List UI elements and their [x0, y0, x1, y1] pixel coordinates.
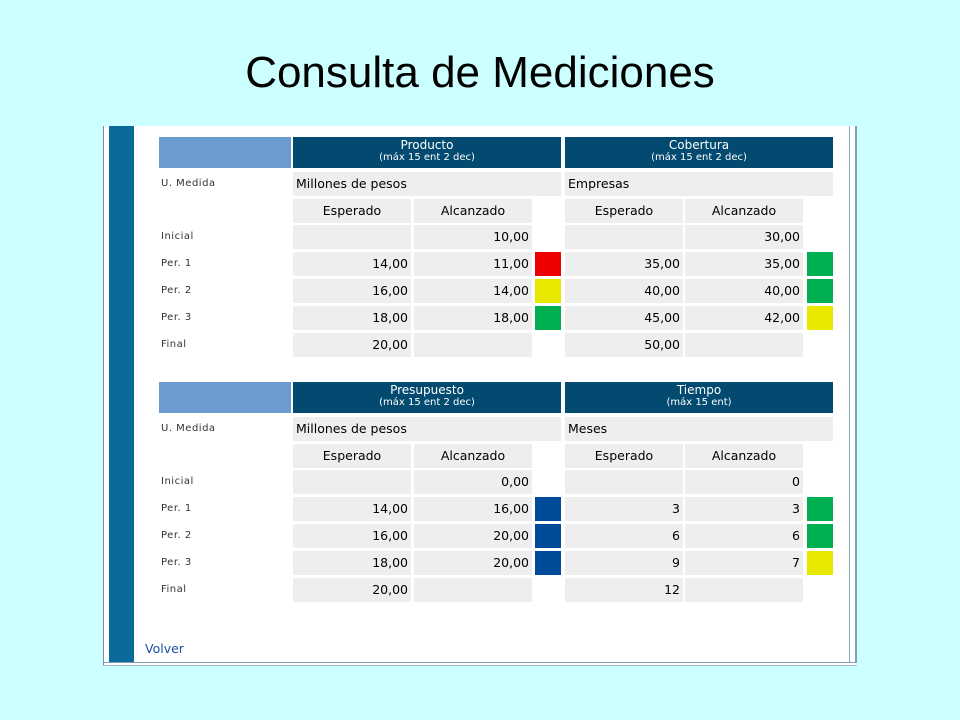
expected-left-field[interactable]: 16,00	[293, 279, 411, 303]
period-label: Per. 3	[161, 312, 192, 323]
reached-left-field[interactable]: 10,00	[414, 225, 532, 249]
period-label: Per. 3	[161, 557, 192, 568]
reached-right-field[interactable]: 30,00	[685, 225, 803, 249]
indicator-subtitle: (máx 15 ent 2 dec)	[379, 397, 475, 408]
unit-field-right[interactable]: Meses	[565, 417, 833, 441]
status-indicator	[807, 306, 833, 330]
col-expected-left: Esperado	[293, 444, 411, 468]
indicator-subtitle: (máx 15 ent 2 dec)	[651, 152, 747, 163]
unit-label: U. Medida	[161, 423, 216, 434]
period-label: Final	[161, 584, 187, 595]
reached-left-field[interactable]: 11,00	[414, 252, 532, 276]
col-expected-left: Esperado	[293, 199, 411, 223]
status-indicator	[807, 497, 833, 521]
indicator-subtitle: (máx 15 ent)	[666, 397, 732, 408]
header-blank-cell	[159, 382, 291, 413]
reached-right-field[interactable]: 42,00	[685, 306, 803, 330]
status-indicator	[807, 279, 833, 303]
reached-right-field[interactable]: 7	[685, 551, 803, 575]
period-label: Per. 1	[161, 258, 192, 269]
indicator-header-left: Producto (máx 15 ent 2 dec)	[293, 137, 561, 168]
unit-field-left[interactable]: Millones de pesos	[293, 172, 561, 196]
col-reached-left: Alcanzado	[414, 199, 532, 223]
reached-left-field[interactable]: 0,00	[414, 470, 532, 494]
reached-right-field[interactable]: 35,00	[685, 252, 803, 276]
indicator-header-right: Cobertura (máx 15 ent 2 dec)	[565, 137, 833, 168]
expected-left-field[interactable]	[293, 470, 411, 494]
expected-left-field[interactable]: 14,00	[293, 252, 411, 276]
reached-right-field[interactable]: 6	[685, 524, 803, 548]
page-title: Consulta de Mediciones	[245, 48, 715, 97]
reached-right-field[interactable]	[685, 578, 803, 602]
left-sidebar-bar	[109, 126, 134, 662]
reached-right-field[interactable]: 40,00	[685, 279, 803, 303]
indicator-title: Tiempo	[676, 383, 722, 397]
volver-link[interactable]: Volver	[145, 641, 184, 656]
expected-left-field[interactable]: 16,00	[293, 524, 411, 548]
status-indicator	[535, 497, 561, 521]
expected-right-field[interactable]	[565, 470, 683, 494]
expected-left-field[interactable]: 20,00	[293, 578, 411, 602]
status-indicator	[807, 551, 833, 575]
status-indicator	[535, 252, 561, 276]
bottom-border-outer	[103, 665, 857, 666]
expected-right-field[interactable]	[565, 225, 683, 249]
right-scroll-border[interactable]	[855, 126, 857, 662]
reached-right-field[interactable]: 0	[685, 470, 803, 494]
expected-left-field[interactable]: 18,00	[293, 551, 411, 575]
reached-left-field[interactable]: 20,00	[414, 551, 532, 575]
expected-left-field[interactable]: 18,00	[293, 306, 411, 330]
reached-left-field[interactable]: 16,00	[414, 497, 532, 521]
expected-right-field[interactable]: 45,00	[565, 306, 683, 330]
reached-left-field[interactable]: 20,00	[414, 524, 532, 548]
expected-right-field[interactable]: 12	[565, 578, 683, 602]
period-label: Inicial	[161, 476, 194, 487]
reached-right-field[interactable]: 3	[685, 497, 803, 521]
unit-field-right[interactable]: Empresas	[565, 172, 833, 196]
unit-label: U. Medida	[161, 178, 216, 189]
expected-right-field[interactable]: 40,00	[565, 279, 683, 303]
expected-right-field[interactable]: 6	[565, 524, 683, 548]
col-expected-right: Esperado	[565, 444, 683, 468]
reached-left-field[interactable]: 14,00	[414, 279, 532, 303]
indicator-header-left: Presupuesto (máx 15 ent 2 dec)	[293, 382, 561, 413]
indicator-subtitle: (máx 15 ent 2 dec)	[379, 152, 475, 163]
expected-left-field[interactable]: 14,00	[293, 497, 411, 521]
col-reached-right: Alcanzado	[685, 199, 803, 223]
unit-field-left[interactable]: Millones de pesos	[293, 417, 561, 441]
period-label: Per. 2	[161, 285, 192, 296]
right-border-inner	[849, 126, 850, 662]
bottom-border	[103, 662, 857, 663]
indicator-title: Presupuesto	[390, 383, 464, 397]
reached-left-field[interactable]	[414, 333, 532, 357]
expected-right-field[interactable]: 35,00	[565, 252, 683, 276]
expected-left-field[interactable]	[293, 225, 411, 249]
period-label: Final	[161, 339, 187, 350]
col-reached-left: Alcanzado	[414, 444, 532, 468]
status-indicator	[535, 524, 561, 548]
indicator-header-right: Tiempo (máx 15 ent)	[565, 382, 833, 413]
reached-left-field[interactable]	[414, 578, 532, 602]
status-indicator	[535, 306, 561, 330]
period-label: Inicial	[161, 231, 194, 242]
expected-right-field[interactable]: 50,00	[565, 333, 683, 357]
col-expected-right: Esperado	[565, 199, 683, 223]
period-label: Per. 1	[161, 503, 192, 514]
status-indicator	[807, 524, 833, 548]
expected-right-field[interactable]: 9	[565, 551, 683, 575]
col-reached-right: Alcanzado	[685, 444, 803, 468]
expected-left-field[interactable]: 20,00	[293, 333, 411, 357]
status-indicator	[535, 279, 561, 303]
header-blank-cell	[159, 137, 291, 168]
reached-right-field[interactable]	[685, 333, 803, 357]
reached-left-field[interactable]: 18,00	[414, 306, 532, 330]
left-border	[103, 126, 104, 666]
indicator-title: Cobertura	[668, 138, 730, 152]
indicator-title: Producto	[400, 138, 454, 152]
status-indicator	[807, 252, 833, 276]
expected-right-field[interactable]: 3	[565, 497, 683, 521]
app-window: Producto (máx 15 ent 2 dec) Cobertura (máx …	[103, 126, 857, 666]
period-label: Per. 2	[161, 530, 192, 541]
status-indicator	[535, 551, 561, 575]
